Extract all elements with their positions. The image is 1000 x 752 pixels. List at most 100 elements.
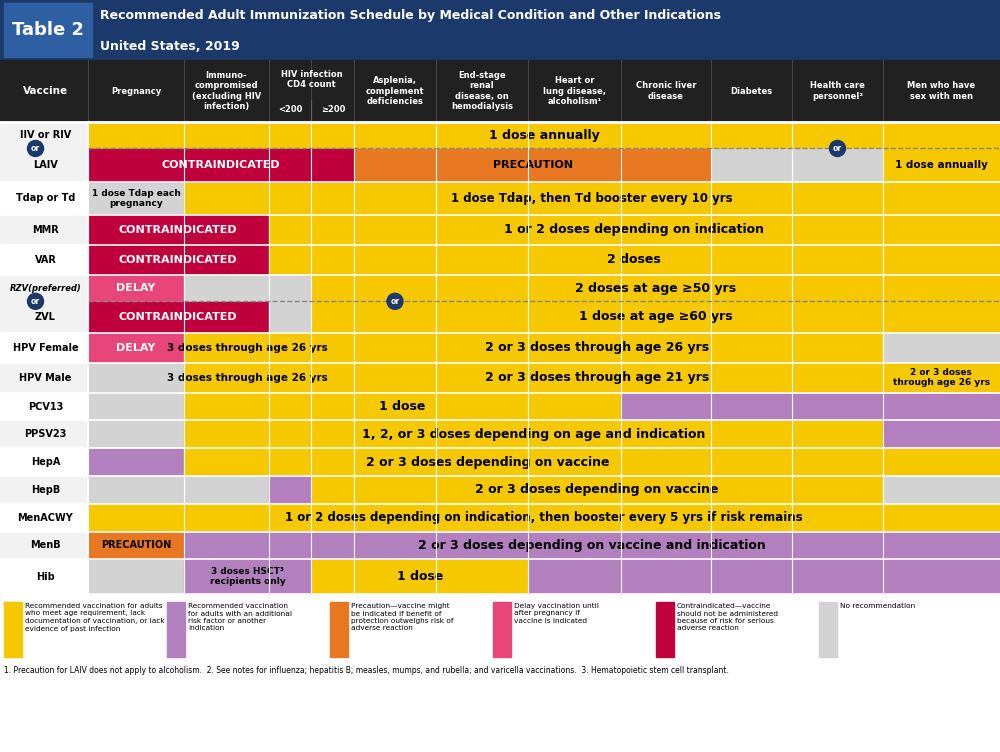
Text: PPSV23: PPSV23 bbox=[24, 429, 67, 439]
Text: 1. Precaution for LAIV does not apply to alcoholism.  2. See notes for influenza: 1. Precaution for LAIV does not apply to… bbox=[4, 666, 729, 675]
Bar bbox=[312, 559, 528, 593]
Bar bbox=[184, 421, 882, 447]
Bar bbox=[88, 477, 268, 503]
Bar bbox=[312, 477, 882, 503]
Bar bbox=[355, 149, 711, 182]
Text: 2 doses: 2 doses bbox=[607, 253, 661, 266]
Bar bbox=[88, 532, 183, 559]
Text: 1 or 2 doses depending on indication: 1 or 2 doses depending on indication bbox=[504, 223, 764, 236]
Bar bbox=[883, 421, 1000, 447]
Text: VAR: VAR bbox=[35, 255, 56, 265]
Bar bbox=[0, 504, 1000, 532]
Text: PRECAUTION: PRECAUTION bbox=[101, 541, 171, 550]
Text: 2 doses at age ≥50 yrs: 2 doses at age ≥50 yrs bbox=[575, 281, 736, 295]
Text: 2 or 3 doses depending on vaccine: 2 or 3 doses depending on vaccine bbox=[475, 484, 719, 496]
Bar bbox=[184, 532, 1000, 559]
Bar bbox=[0, 559, 1000, 594]
Text: Hib: Hib bbox=[36, 572, 55, 581]
Text: RZV(preferred): RZV(preferred) bbox=[10, 284, 81, 293]
Text: Recommended vaccination for adults
who meet age requirement, lack
documentation : Recommended vaccination for adults who m… bbox=[25, 603, 165, 632]
Text: United States, 2019: United States, 2019 bbox=[100, 41, 240, 53]
Bar bbox=[0, 332, 1000, 362]
Text: Men who have
sex with men: Men who have sex with men bbox=[907, 81, 975, 101]
Bar bbox=[0, 182, 1000, 214]
Bar bbox=[0, 0, 1000, 60]
Text: PCV13: PCV13 bbox=[28, 402, 63, 411]
Text: Vaccine: Vaccine bbox=[23, 86, 68, 96]
Bar bbox=[269, 302, 311, 332]
Text: 1, 2, or 3 doses depending on age and indication: 1, 2, or 3 doses depending on age and in… bbox=[362, 428, 705, 441]
Text: Pregnancy: Pregnancy bbox=[111, 86, 161, 96]
Circle shape bbox=[28, 293, 44, 309]
Bar bbox=[4, 3, 92, 57]
Text: HepB: HepB bbox=[31, 485, 60, 495]
Bar bbox=[88, 393, 183, 420]
Bar bbox=[883, 477, 1000, 503]
Bar bbox=[88, 123, 1000, 148]
Text: ZVL: ZVL bbox=[35, 312, 56, 322]
Bar bbox=[312, 333, 882, 362]
Bar bbox=[88, 275, 183, 301]
Text: 2 or 3 doses depending on vaccine and indication: 2 or 3 doses depending on vaccine and in… bbox=[418, 539, 766, 552]
Bar bbox=[184, 333, 311, 362]
Bar bbox=[269, 477, 311, 503]
Bar bbox=[88, 421, 183, 447]
Bar bbox=[0, 214, 1000, 244]
Text: Diabetes: Diabetes bbox=[731, 86, 773, 96]
Bar bbox=[88, 302, 268, 332]
Text: Chronic liver
disease: Chronic liver disease bbox=[636, 81, 696, 101]
Text: MenB: MenB bbox=[30, 541, 61, 550]
Text: DELAY: DELAY bbox=[116, 283, 156, 293]
Bar bbox=[0, 448, 1000, 476]
Bar bbox=[88, 363, 183, 393]
Text: HIV infection
CD4 count: HIV infection CD4 count bbox=[281, 70, 342, 89]
Text: DELAY: DELAY bbox=[116, 343, 156, 353]
Bar bbox=[184, 183, 1000, 214]
Circle shape bbox=[28, 141, 44, 156]
Bar bbox=[0, 393, 1000, 420]
Text: CONTRAINDICATED: CONTRAINDICATED bbox=[119, 312, 238, 322]
Bar bbox=[819, 602, 837, 657]
Text: CONTRAINDICATED: CONTRAINDICATED bbox=[119, 225, 238, 235]
Text: 1 dose Tdap, then Td booster every 10 yrs: 1 dose Tdap, then Td booster every 10 yr… bbox=[451, 192, 733, 205]
Bar bbox=[88, 505, 1000, 531]
Text: Heart or
lung disease,
alcoholism¹: Heart or lung disease, alcoholism¹ bbox=[543, 76, 606, 106]
Bar bbox=[529, 559, 1000, 593]
Bar bbox=[330, 602, 348, 657]
Bar bbox=[793, 449, 1000, 475]
Text: 1 dose annually: 1 dose annually bbox=[895, 160, 988, 170]
Text: CONTRAINDICATED: CONTRAINDICATED bbox=[119, 255, 238, 265]
Text: CONTRAINDICATED: CONTRAINDICATED bbox=[162, 160, 281, 170]
Text: 1 dose at age ≥60 yrs: 1 dose at age ≥60 yrs bbox=[579, 311, 733, 323]
Text: Delay vaccination until
after pregnancy if
vaccine is indicated: Delay vaccination until after pregnancy … bbox=[514, 603, 599, 624]
Text: or: or bbox=[31, 297, 40, 306]
Bar bbox=[269, 215, 1000, 244]
Text: 1 dose Tdap each
pregnancy: 1 dose Tdap each pregnancy bbox=[92, 189, 180, 208]
Circle shape bbox=[387, 293, 403, 309]
Text: HPV Male: HPV Male bbox=[19, 373, 72, 383]
Text: MenACWY: MenACWY bbox=[18, 513, 73, 523]
Bar bbox=[883, 333, 1000, 362]
Bar bbox=[184, 393, 620, 420]
Text: 2 or 3 doses through age 21 yrs: 2 or 3 doses through age 21 yrs bbox=[485, 371, 709, 384]
Text: Table 2: Table 2 bbox=[12, 21, 84, 39]
Text: 1 dose: 1 dose bbox=[379, 400, 426, 413]
Text: HPV Female: HPV Female bbox=[13, 343, 78, 353]
Text: 1 dose annually: 1 dose annually bbox=[489, 129, 599, 141]
Bar bbox=[0, 420, 1000, 448]
Bar bbox=[312, 302, 1000, 332]
Bar bbox=[0, 122, 1000, 182]
Bar bbox=[312, 363, 882, 393]
Text: Recommended vaccination
for adults with an additional
risk factor or another
ind: Recommended vaccination for adults with … bbox=[188, 603, 292, 632]
Bar bbox=[0, 274, 1000, 332]
Bar bbox=[184, 559, 311, 593]
Text: 3 doses through age 26 yrs: 3 doses through age 26 yrs bbox=[167, 373, 328, 383]
Text: 1 or 2 doses depending on indication, then booster every 5 yrs if risk remains: 1 or 2 doses depending on indication, th… bbox=[285, 511, 803, 524]
Text: <200: <200 bbox=[278, 105, 302, 114]
Text: Recommended Adult Immunization Schedule by Medical Condition and Other Indicatio: Recommended Adult Immunization Schedule … bbox=[100, 10, 721, 23]
Bar bbox=[493, 602, 511, 657]
Text: or: or bbox=[833, 144, 842, 153]
Text: Immuno-
compromised
(excluding HIV
infection): Immuno- compromised (excluding HIV infec… bbox=[192, 71, 261, 111]
Text: or: or bbox=[390, 297, 400, 306]
Bar bbox=[184, 363, 311, 393]
